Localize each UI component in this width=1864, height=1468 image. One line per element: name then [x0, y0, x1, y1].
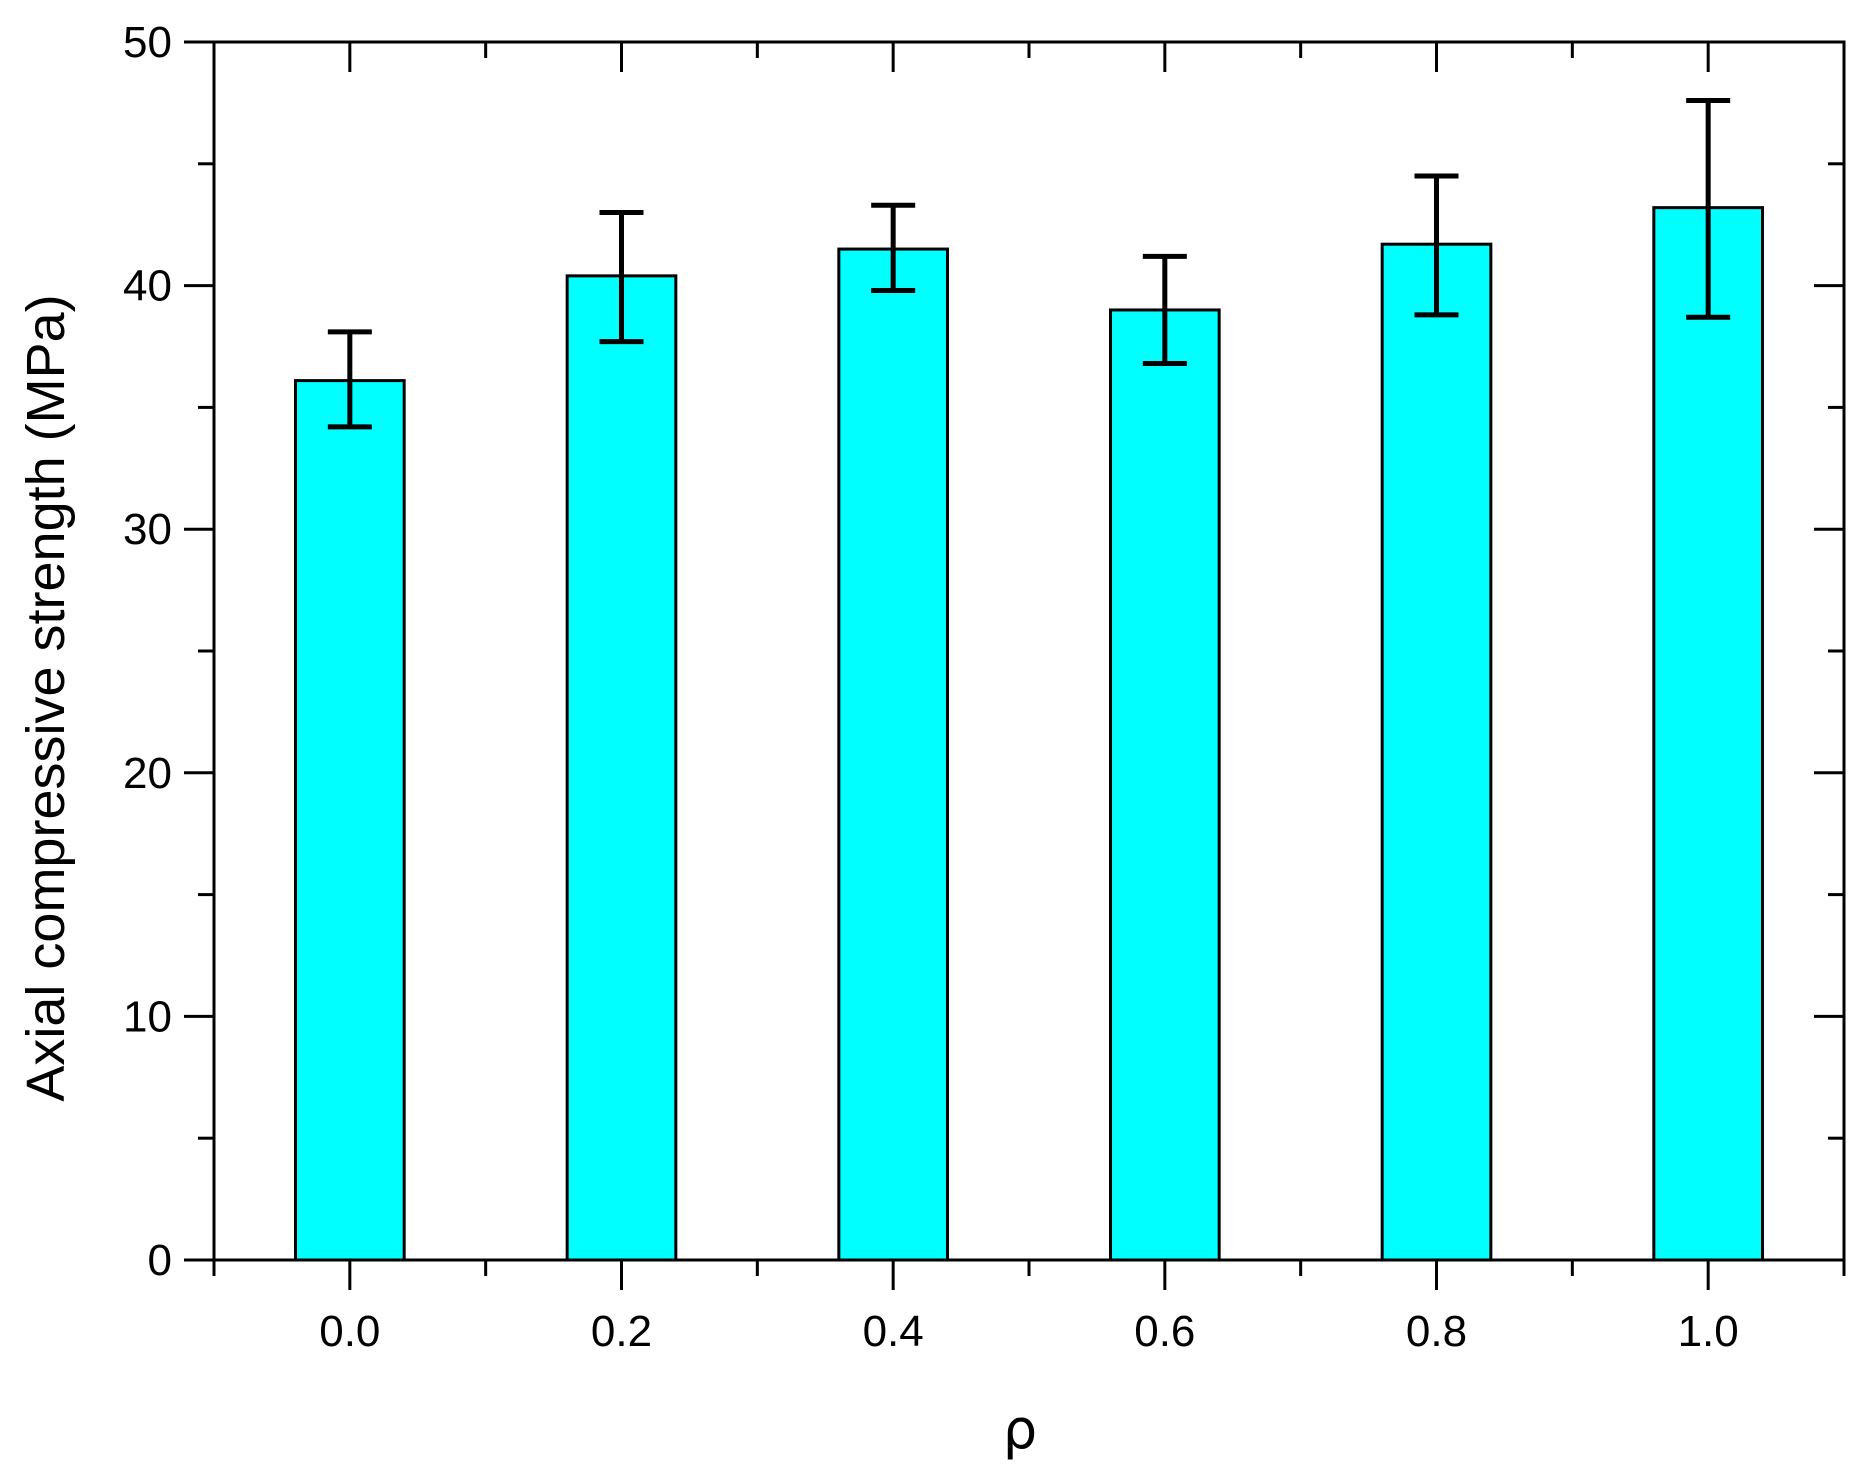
- x-tick-label-1: 0.2: [591, 1307, 652, 1356]
- bars-layer: [294, 206, 1765, 1262]
- x-tick-label-4: 0.8: [1406, 1307, 1467, 1356]
- bar-1: [565, 274, 678, 1262]
- x-tick-label-5: 1.0: [1678, 1307, 1739, 1356]
- x-axis-title: ρ: [1003, 1398, 1037, 1461]
- x-tick-label-3: 0.6: [1134, 1307, 1195, 1356]
- y-tick-label-5: 50: [123, 18, 172, 67]
- bar-0: [294, 379, 406, 1262]
- bar-5: [1652, 206, 1765, 1262]
- y-axis-title: Axial compressive strength (MPa): [16, 294, 76, 1101]
- y-tick-label-4: 40: [123, 262, 172, 311]
- bar-3: [1109, 308, 1221, 1262]
- labels-layer: Axial compressive strength (MPa) ρ 0 10 20…: [16, 18, 1739, 1461]
- y-tick-label-2: 20: [123, 749, 172, 798]
- x-tick-label-2: 0.4: [863, 1307, 924, 1356]
- bar-4: [1380, 242, 1493, 1262]
- axes-layer: [184, 40, 1846, 1290]
- y-tick-label-3: 30: [123, 505, 172, 554]
- y-tick-label-0: 0: [148, 1236, 172, 1285]
- x-tick-label-0: 0.0: [319, 1307, 380, 1356]
- plot-frame: [212, 40, 1846, 1262]
- y-tick-label-1: 10: [123, 992, 172, 1041]
- bar-2: [837, 247, 949, 1262]
- error-bars-layer: [327, 97, 1731, 430]
